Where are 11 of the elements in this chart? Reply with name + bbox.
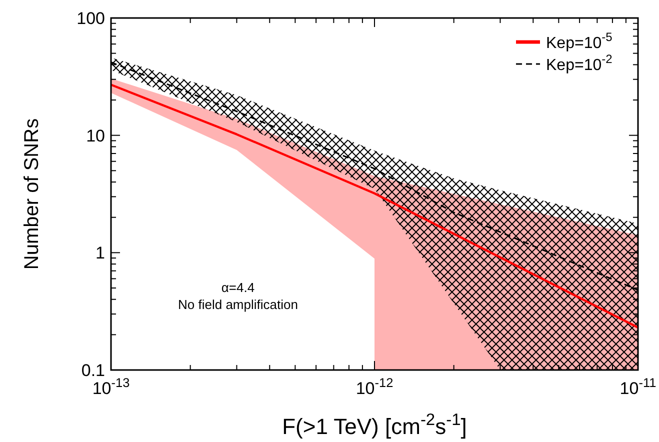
y-tick-label: 100 xyxy=(76,8,105,28)
annotation: α=4.4 xyxy=(221,280,255,295)
y-tick-label: 10 xyxy=(86,126,105,146)
legend-label: Kep=10$^{-5}$ xyxy=(546,30,613,52)
x-axis-title: F(>1 TeV) [cm$^{-2}$s$^{-1}$] xyxy=(282,411,467,439)
y-axis-title: Number of SNRs xyxy=(21,118,43,270)
x-tick-label: 10$^{-11}$ xyxy=(620,374,656,398)
x-tick-label: 10$^{-12}$ xyxy=(356,374,394,398)
annotation: No field amplification xyxy=(178,297,298,312)
y-tick-label: 1 xyxy=(96,244,105,263)
legend-label: Kep=10$^{-2}$ xyxy=(546,52,613,74)
